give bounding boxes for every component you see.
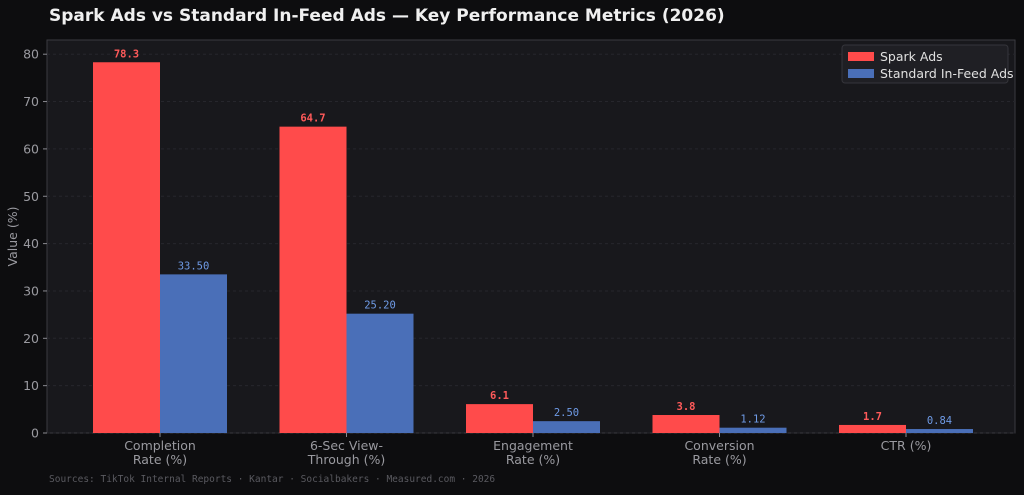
bar-standard [160, 274, 227, 433]
y-tick-label: 40 [23, 236, 39, 251]
bar-value-label: 1.12 [740, 414, 765, 426]
bar-value-label: 0.84 [927, 415, 952, 427]
bar-standard [719, 427, 787, 433]
y-tick-label: 10 [23, 378, 39, 393]
legend: Spark Ads Standard In-Feed Ads [841, 44, 1014, 84]
y-tick-label: 30 [23, 283, 39, 298]
bar-value-label: 64.7 [300, 113, 325, 125]
y-axis-label: Value (%) [5, 207, 20, 267]
y-tick-label: 60 [23, 141, 39, 156]
sources-footnote: Sources: TikTok Internal Reports · Kanta… [49, 474, 496, 485]
bar-spark [93, 62, 160, 434]
legend-box [841, 44, 1009, 84]
legend-swatch [848, 69, 874, 78]
bar-spark [839, 424, 906, 433]
y-tick-label: 0 [31, 426, 39, 441]
x-tick-label: Conversion Rate (%) [684, 438, 754, 467]
bar-spark [652, 415, 720, 433]
legend-label: Spark Ads [880, 49, 943, 64]
data-labels: 78.3 33.50 64.7 25.20 6.1 2.50 3.8 1.12 1.7 0.84 [114, 48, 952, 427]
chart-title: Spark Ads vs Standard In-Feed Ads — Key … [49, 6, 725, 26]
y-tick-label: 50 [23, 189, 39, 204]
bar-value-label: 33.50 [178, 260, 210, 272]
bar-spark [279, 126, 347, 433]
bar-spark [466, 404, 533, 433]
bar-standard [346, 313, 414, 433]
bar-value-label: 2.50 [554, 407, 579, 419]
bar-standard [533, 421, 600, 433]
x-tick-label: 6-Sec View-Through (%) [307, 438, 385, 467]
legend-label: Standard In-Feed Ads [880, 66, 1014, 81]
y-tick-label: 20 [23, 331, 39, 346]
bar-value-label: 78.3 [114, 48, 139, 60]
x-tick-label: Engagement Rate (%) [493, 438, 573, 467]
axes: 0 10 20 30 40 50 60 70 80 Value (%) Completion Rate… [5, 47, 931, 467]
x-tick-label: CTR (%) [881, 438, 932, 453]
bar-value-label: 3.8 [677, 401, 696, 413]
y-tick-label: 70 [23, 94, 39, 109]
bar-standard [906, 429, 973, 433]
legend-swatch [848, 52, 874, 61]
x-tick-label: Completion Rate (%) [124, 438, 196, 467]
y-tick-label: 80 [23, 47, 39, 62]
bars [93, 62, 973, 434]
bar-value-label: 1.7 [863, 411, 882, 423]
bar-value-label: 25.20 [364, 300, 396, 312]
bar-value-label: 6.1 [490, 390, 509, 402]
